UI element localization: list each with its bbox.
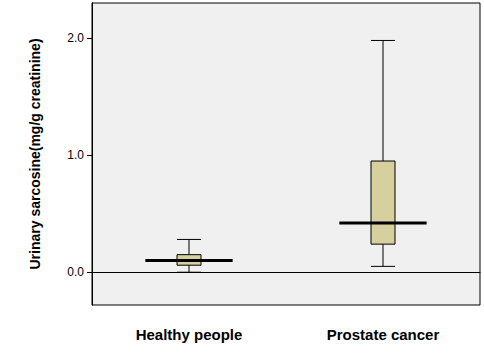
svg-text:0.0: 0.0 — [67, 265, 84, 279]
svg-text:2.0: 2.0 — [67, 31, 84, 45]
svg-text:Urinary sarcosine(mg/g creatin: Urinary sarcosine(mg/g creatinine) — [27, 38, 43, 269]
svg-text:Prostate cancer: Prostate cancer — [327, 326, 440, 343]
svg-text:Healthy people: Healthy people — [136, 326, 243, 343]
svg-text:1.0: 1.0 — [67, 148, 84, 162]
